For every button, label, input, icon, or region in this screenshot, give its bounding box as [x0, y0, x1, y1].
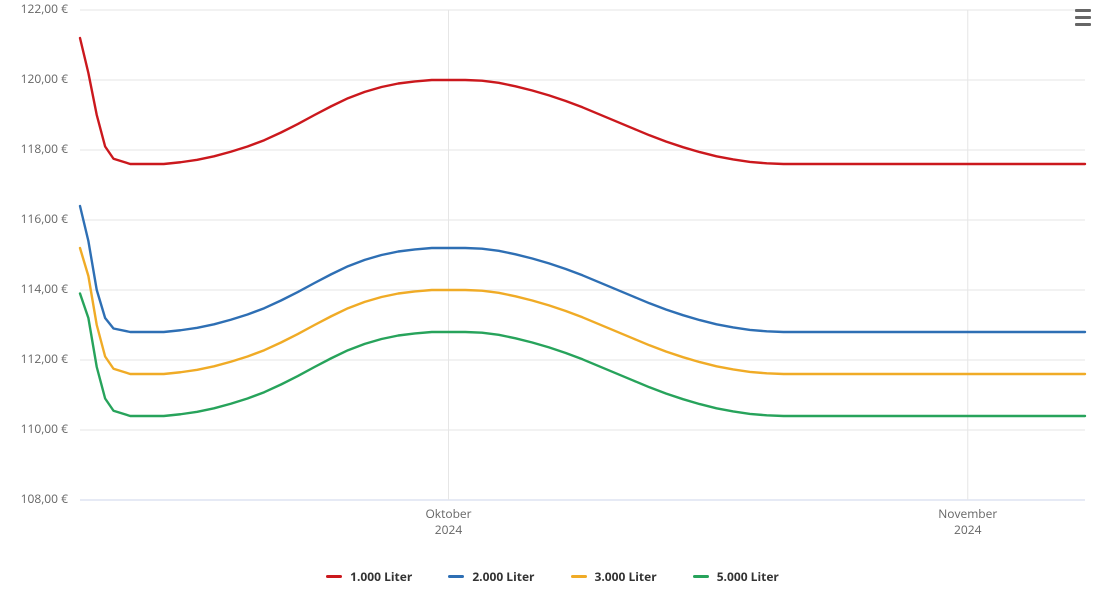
legend-swatch	[693, 575, 709, 578]
x-axis-tick-label: Oktober	[425, 505, 471, 522]
legend-label: 3.000 Liter	[595, 568, 657, 585]
hamburger-icon	[1075, 9, 1091, 12]
x-axis-tick-label: November	[938, 505, 997, 522]
legend-item-s1[interactable]: 1.000 Liter	[326, 568, 412, 585]
y-axis-tick-label: 112,00 €	[21, 350, 69, 367]
line-chart: 108,00 € 110,00 € 112,00 € 114,00 € 116,00 €…	[0, 0, 1105, 602]
chart-menu-button[interactable]	[1071, 6, 1095, 28]
legend-item-s3[interactable]: 3.000 Liter	[571, 568, 657, 585]
legend-swatch	[571, 575, 587, 578]
legend-item-s4[interactable]: 5.000 Liter	[693, 568, 779, 585]
legend-label: 1.000 Liter	[350, 568, 412, 585]
legend-item-s2[interactable]: 2.000 Liter	[448, 568, 534, 585]
x-axis-tick-label: 2024	[954, 521, 982, 538]
chart-container: 108,00 € 110,00 € 112,00 € 114,00 € 116,00 €…	[0, 0, 1105, 602]
chart-legend: 1.000 Liter 2.000 Liter 3.000 Liter 5.000 L…	[0, 568, 1105, 585]
y-axis-tick-label: 110,00 €	[21, 420, 69, 437]
legend-label: 5.000 Liter	[717, 568, 779, 585]
legend-swatch	[326, 575, 342, 578]
hamburger-icon	[1075, 23, 1091, 26]
x-axis-tick-label: 2024	[435, 521, 463, 538]
y-axis-tick-label: 122,00 €	[21, 0, 69, 17]
y-axis-tick-label: 118,00 €	[21, 140, 69, 157]
y-axis-tick-label: 120,00 €	[21, 70, 69, 87]
hamburger-icon	[1075, 16, 1091, 19]
legend-label: 2.000 Liter	[472, 568, 534, 585]
y-axis-tick-label: 116,00 €	[21, 210, 69, 227]
y-axis-tick-label: 114,00 €	[21, 280, 69, 297]
y-axis-tick-label: 108,00 €	[21, 490, 69, 507]
legend-swatch	[448, 575, 464, 578]
